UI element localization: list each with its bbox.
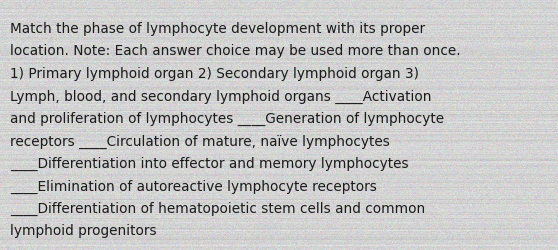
Text: ____Differentiation into effector and memory lymphocytes: ____Differentiation into effector and me… <box>10 156 408 170</box>
Text: ____Differentiation of hematopoietic stem cells and common: ____Differentiation of hematopoietic ste… <box>10 201 425 215</box>
Text: lymphoid progenitors: lymphoid progenitors <box>10 224 157 237</box>
Text: Lymph, blood, and secondary lymphoid organs ____Activation: Lymph, blood, and secondary lymphoid org… <box>10 89 431 103</box>
Text: Match the phase of lymphocyte development with its proper: Match the phase of lymphocyte developmen… <box>10 22 425 36</box>
Text: and proliferation of lymphocytes ____Generation of lymphocyte: and proliferation of lymphocytes ____Gen… <box>10 112 444 126</box>
Text: 1) Primary lymphoid organ 2) Secondary lymphoid organ 3): 1) Primary lymphoid organ 2) Secondary l… <box>10 67 419 81</box>
Text: ____Elimination of autoreactive lymphocyte receptors: ____Elimination of autoreactive lymphocy… <box>10 179 377 193</box>
Text: location. Note: Each answer choice may be used more than once.: location. Note: Each answer choice may b… <box>10 44 460 58</box>
Text: receptors ____Circulation of mature, naïve lymphocytes: receptors ____Circulation of mature, naï… <box>10 134 390 148</box>
